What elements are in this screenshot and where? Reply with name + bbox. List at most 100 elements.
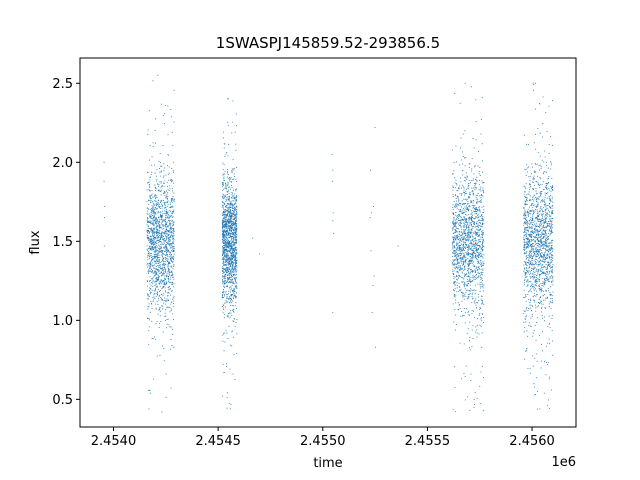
data-point [474, 211, 476, 213]
data-point [223, 218, 225, 220]
data-point [458, 256, 460, 258]
data-point [156, 175, 157, 177]
data-point [149, 263, 151, 265]
data-point [164, 219, 166, 221]
data-point [477, 302, 479, 304]
data-point [470, 247, 472, 249]
data-point [232, 258, 234, 260]
data-point [156, 223, 157, 225]
data-point [226, 253, 228, 255]
data-point [476, 258, 478, 260]
data-point [470, 242, 472, 244]
data-point [474, 187, 476, 189]
data-point [165, 257, 167, 259]
data-point [526, 197, 528, 199]
data-point [223, 281, 225, 283]
data-point [163, 360, 165, 362]
data-point [173, 319, 175, 321]
data-point [232, 309, 234, 311]
data-point [537, 152, 539, 154]
data-point [152, 247, 154, 248]
data-point [148, 232, 150, 234]
data-point [151, 257, 152, 259]
data-point [161, 411, 163, 413]
data-point [536, 280, 538, 282]
data-point [233, 168, 235, 170]
data-point [546, 208, 548, 209]
data-point [473, 251, 475, 253]
data-point [154, 303, 156, 305]
data-point [230, 245, 232, 247]
data-point [167, 226, 169, 228]
data-point [551, 241, 553, 243]
data-point [478, 249, 479, 251]
data-point [170, 197, 172, 199]
data-point [535, 262, 537, 264]
data-point [482, 229, 484, 231]
data-point [158, 253, 160, 255]
data-point [539, 256, 541, 258]
data-point [550, 168, 552, 170]
data-point [234, 295, 236, 297]
data-point [159, 206, 161, 208]
data-point [160, 297, 162, 298]
data-point [481, 296, 483, 297]
data-point [227, 183, 229, 185]
data-point [547, 213, 549, 215]
data-point [531, 231, 533, 233]
data-point [545, 249, 547, 251]
data-point [481, 243, 483, 245]
data-point [225, 264, 227, 266]
data-point [551, 272, 553, 274]
data-point [459, 265, 461, 267]
data-point [233, 204, 235, 206]
data-point [456, 235, 458, 236]
data-point [223, 296, 224, 298]
data-point [463, 192, 465, 193]
data-point [459, 214, 461, 215]
data-point [163, 232, 165, 234]
data-point [462, 258, 463, 260]
data-point [461, 262, 463, 264]
data-point [235, 228, 237, 230]
data-point [171, 281, 173, 283]
data-point [156, 287, 158, 288]
data-point [452, 248, 454, 250]
data-point [229, 242, 231, 244]
data-point [474, 231, 476, 233]
data-point [537, 128, 539, 130]
data-point [537, 231, 539, 233]
data-point [161, 345, 163, 347]
data-point [463, 248, 465, 250]
data-point [468, 234, 470, 236]
data-point [155, 256, 157, 258]
data-point [234, 274, 236, 276]
data-point [170, 387, 172, 389]
data-point [454, 231, 456, 233]
data-point [474, 392, 476, 394]
data-point [456, 237, 458, 239]
data-point [148, 251, 149, 253]
data-point [147, 298, 149, 300]
data-point [458, 248, 460, 250]
data-point [149, 248, 151, 250]
data-point [230, 226, 232, 228]
data-point [228, 224, 230, 226]
data-point [525, 228, 527, 230]
data-point [147, 226, 149, 227]
data-point [226, 191, 228, 193]
data-point [231, 279, 233, 281]
data-point [463, 187, 465, 189]
data-point [229, 260, 231, 262]
data-point [147, 295, 149, 297]
data-point [453, 200, 455, 202]
data-point [164, 267, 166, 269]
data-point [233, 275, 234, 277]
data-point [150, 301, 152, 303]
data-point [166, 275, 168, 277]
data-point [528, 324, 530, 326]
data-point [222, 306, 223, 307]
data-point [227, 124, 229, 126]
data-point [223, 282, 225, 284]
data-point [156, 179, 158, 181]
